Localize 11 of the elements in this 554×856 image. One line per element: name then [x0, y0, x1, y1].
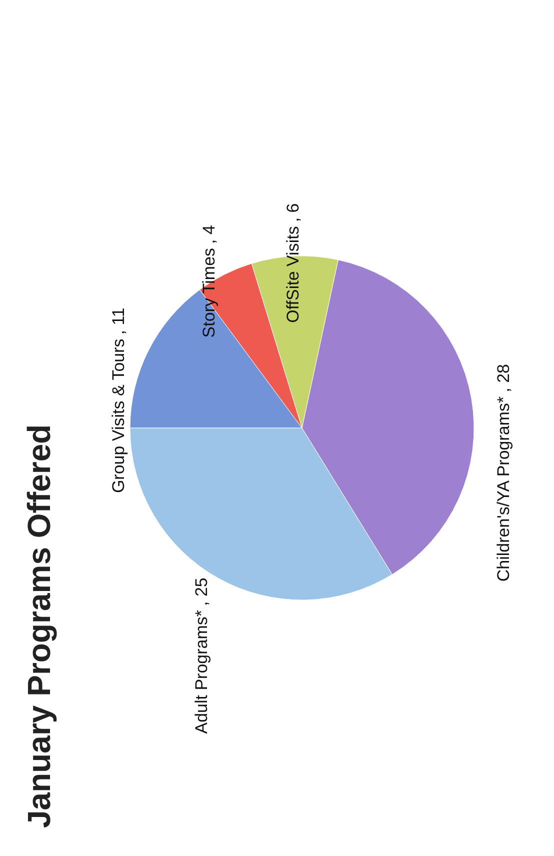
slice-label: Adult Programs*	[192, 610, 212, 734]
slice-label: Children's/YA Programs*	[494, 396, 514, 582]
data-label: , 4	[200, 225, 219, 244]
data-label: , 25	[192, 578, 212, 606]
data-label: , 11	[108, 308, 128, 335]
data-label: , 28	[494, 364, 514, 392]
slice-label: Story Times	[200, 248, 219, 338]
slice-label: OffSite Visits	[283, 226, 302, 323]
data-label: , 6	[283, 203, 302, 222]
text: January Programs Offered	[21, 424, 57, 828]
slice-label: Group Visits & Tours	[108, 338, 128, 494]
